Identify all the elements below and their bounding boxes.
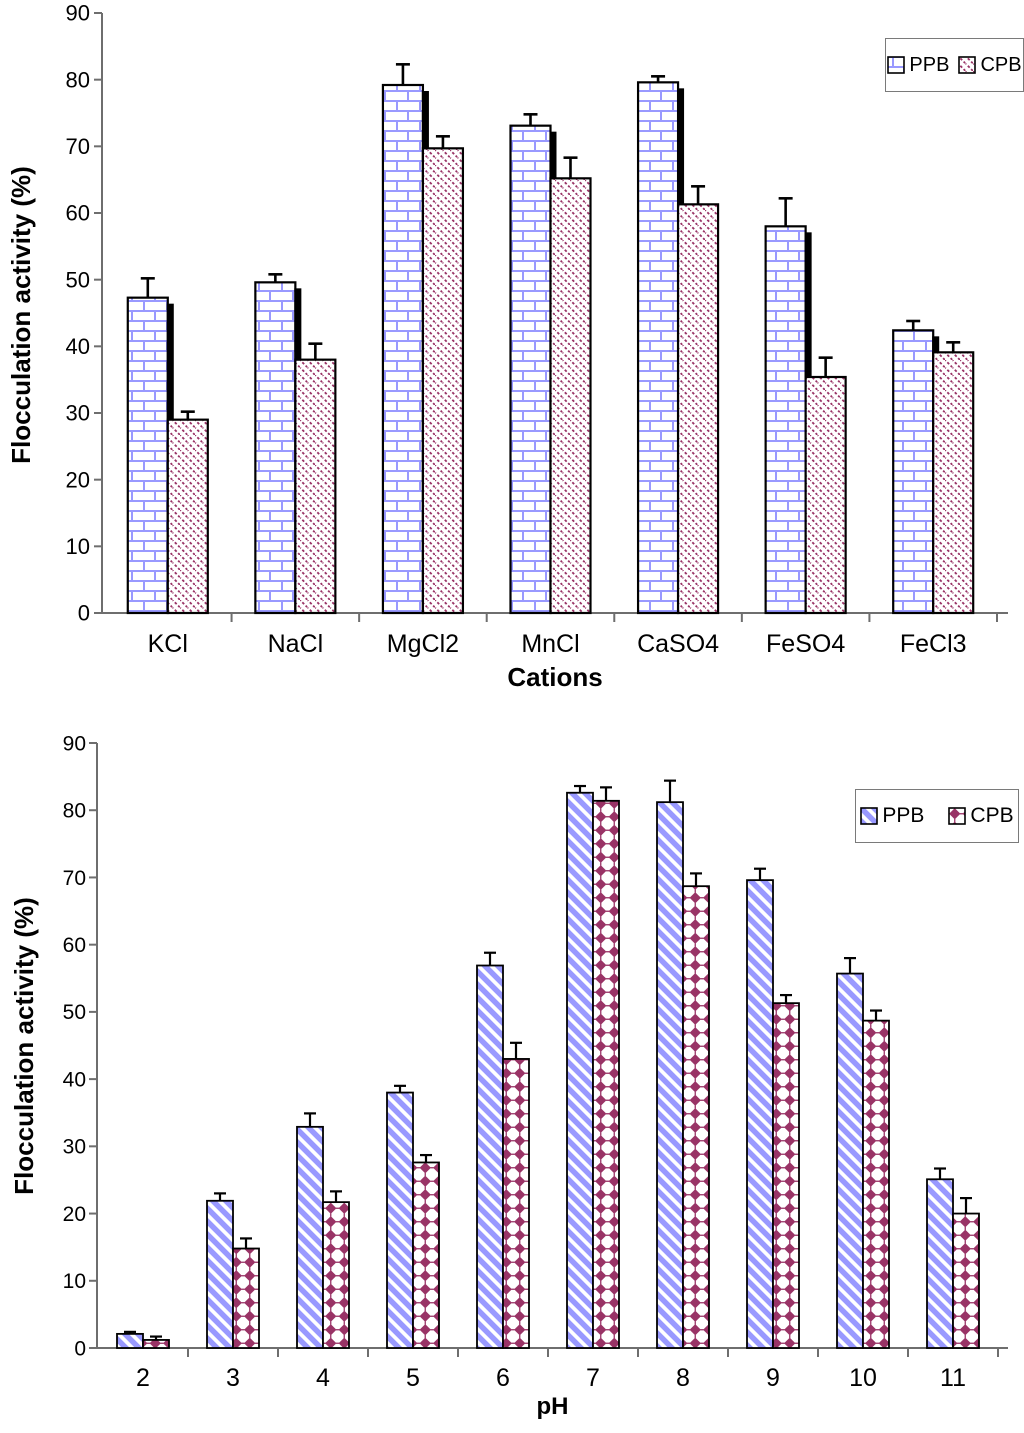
y-tick-label: 40 <box>66 334 90 359</box>
bar-cpb-11 <box>952 1212 980 1349</box>
legend-label-cpb: CPB <box>970 804 1014 827</box>
bar-ppb-FeSO4 <box>764 225 807 615</box>
y-tick-label: 60 <box>63 934 86 957</box>
y-tick-label: 50 <box>63 1001 86 1024</box>
x-category-label: 7 <box>586 1364 600 1392</box>
x-category-label: 11 <box>940 1364 966 1392</box>
y-tick-label: 50 <box>66 267 90 292</box>
bar-cpb-9 <box>772 1002 800 1349</box>
bar-cpb-KCl <box>166 418 209 615</box>
x-category-label: 2 <box>136 1364 150 1392</box>
bar-ppb-8 <box>656 801 684 1349</box>
x-category-label: NaCl <box>268 630 324 658</box>
bar-ppb-MgCl2 <box>381 83 425 615</box>
bar-ppb-NaCl <box>254 281 297 615</box>
bar-cpb-5 <box>412 1161 440 1349</box>
x-category-label: 6 <box>496 1364 510 1392</box>
chart-ph: 0 10 20 30 40 50 60 70 80 90 2 3 4 5 6 7 8 9 10 11 <box>63 732 1008 1392</box>
bar-cpb-MnCl <box>549 177 592 615</box>
y-tick-label: 80 <box>66 67 90 92</box>
legend-top-chart: PPB CPB <box>885 38 1024 92</box>
bar-ppb-2 <box>116 1332 144 1349</box>
y-tick-label: 90 <box>66 1 90 26</box>
ppb-brick-swatch-icon <box>887 56 906 74</box>
x-axis-title-ph: pH <box>536 1393 569 1420</box>
y-tick-label: 0 <box>78 601 90 626</box>
x-category-label: KCl <box>148 630 188 658</box>
y-tick-label: 90 <box>63 732 86 755</box>
bar-ppb-4 <box>296 1125 324 1349</box>
x-axis-title-cations: Cations <box>507 662 603 692</box>
x-category-label: 4 <box>316 1364 330 1392</box>
bar-ppb-5 <box>386 1091 414 1349</box>
legend-item-cpb: CPB <box>948 804 1014 828</box>
chart-cations: 0 10 20 30 40 50 60 70 80 90 KCl NaCl MgCl2 MnCl CaSO4… <box>66 1 1008 658</box>
bar-cpb-2 <box>142 1339 170 1349</box>
legend-label-cpb: CPB <box>980 53 1022 76</box>
y-tick-label: 30 <box>63 1136 86 1159</box>
bar-cpb-CaSO4 <box>676 203 720 615</box>
y-tick-label: 20 <box>66 467 90 492</box>
legend-item-cpb: CPB <box>958 53 1022 77</box>
bar-ppb-11 <box>926 1178 954 1349</box>
y-tick-label: 0 <box>74 1337 86 1360</box>
bar-cpb-10 <box>862 1019 890 1349</box>
bar-cpb-6 <box>502 1058 530 1349</box>
bar-ppb-KCl <box>126 296 169 615</box>
y-tick-label: 70 <box>66 134 90 159</box>
bar-ppb-7 <box>566 791 594 1349</box>
bar-cpb-MgCl2 <box>421 147 465 615</box>
legend-label-ppb: PPB <box>882 804 925 827</box>
x-category-label: 9 <box>766 1364 780 1392</box>
bar-ppb-9 <box>746 879 774 1349</box>
legend-item-ppb: PPB <box>860 804 924 828</box>
bar-cpb-4 <box>322 1201 350 1349</box>
bar-ppb-FeCl3 <box>892 329 935 615</box>
bar-ppb-3 <box>206 1199 234 1349</box>
bar-cpb-NaCl <box>294 358 337 615</box>
cpb-dash-swatch-icon <box>958 56 977 74</box>
y-tick-label: 30 <box>66 401 90 426</box>
y-tick-label: 20 <box>63 1203 86 1226</box>
x-category-label: MgCl2 <box>387 630 459 658</box>
bar-ppb-CaSO4 <box>636 81 680 615</box>
x-category-label: 5 <box>406 1364 420 1392</box>
bar-cpb-FeCl3 <box>932 351 975 615</box>
bar-ppb-6 <box>476 964 504 1349</box>
x-category-label: 3 <box>226 1364 240 1392</box>
y-tick-label: 10 <box>63 1270 86 1293</box>
x-category-label: 8 <box>676 1364 690 1392</box>
y-tick-label: 80 <box>63 800 86 823</box>
legend-bottom-chart: PPB CPB <box>855 789 1019 843</box>
x-category-label: 10 <box>849 1364 877 1392</box>
legend-item-ppb: PPB <box>887 54 949 77</box>
y-tick-label: 10 <box>66 534 90 559</box>
y-tick-label: 70 <box>63 867 86 890</box>
cpb-diamond-swatch-icon <box>948 807 967 825</box>
x-category-label: CaSO4 <box>637 630 719 658</box>
bar-cpb-FeSO4 <box>804 375 847 615</box>
x-category-label: FeCl3 <box>900 630 967 658</box>
x-category-label: MnCl <box>521 630 579 658</box>
x-category-label: FeSO4 <box>766 630 845 658</box>
bar-cpb-7 <box>592 799 620 1349</box>
bar-ppb-10 <box>836 972 864 1349</box>
ppb-stripe-swatch-icon <box>860 807 879 825</box>
y-tick-label: 40 <box>63 1068 86 1091</box>
legend-label-ppb: PPB <box>909 53 950 76</box>
bar-ppb-MnCl <box>509 124 552 615</box>
y-axis-title-bottom: Flocculation activity (%) <box>9 897 39 1195</box>
y-axis-title-top: Flocculation activity (%) <box>6 166 36 464</box>
y-tick-label: 60 <box>66 201 90 226</box>
bar-cpb-3 <box>232 1247 260 1349</box>
bar-cpb-8 <box>682 885 710 1349</box>
